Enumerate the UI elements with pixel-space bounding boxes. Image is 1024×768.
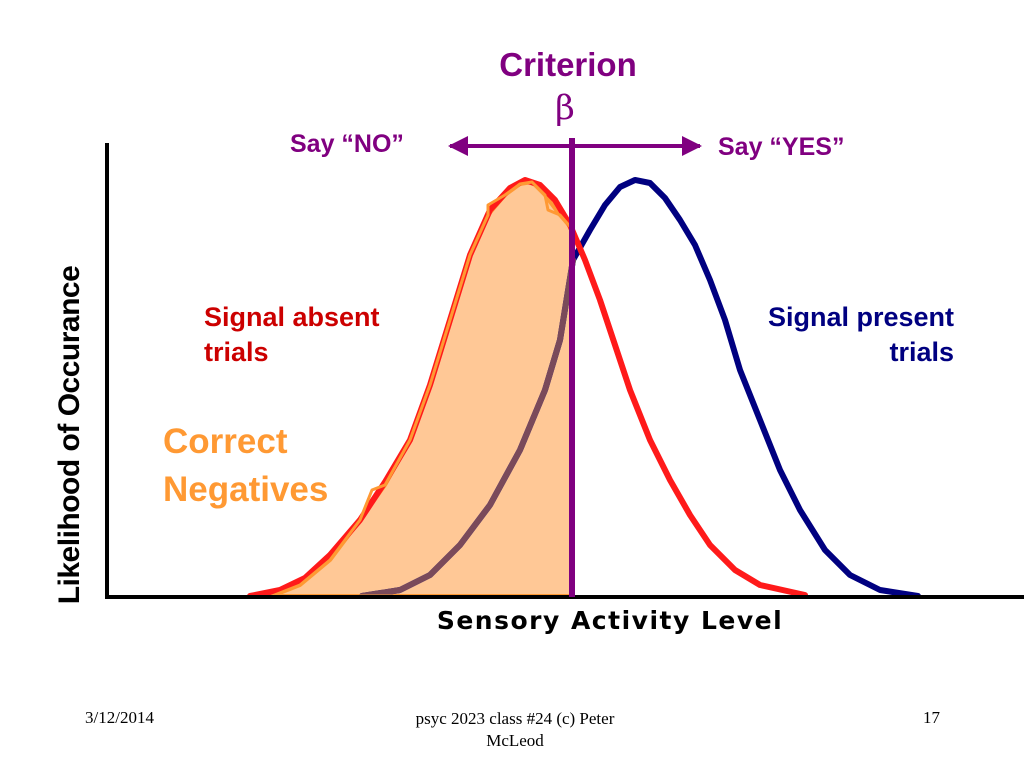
criterion-title: Criterion	[499, 46, 637, 83]
signal-absent-curve	[247, 177, 808, 599]
footer-credit-line1: psyc 2023 class #24 (c) Peter	[415, 709, 615, 728]
footer-date: 3/12/2014	[85, 708, 154, 727]
correct-negatives-outline	[270, 180, 575, 598]
correct-negatives-region	[270, 180, 575, 598]
correct-negatives-label: Correct Negatives	[163, 418, 328, 514]
y-axis-label-text: Likelihood of Occurance	[53, 265, 86, 605]
footer-credit-line2: McLeod	[486, 731, 544, 750]
say-yes-label: Say “YES”	[718, 133, 845, 161]
say-no-label: Say “NO”	[290, 130, 404, 158]
correct-negatives-label-line2: Negatives	[163, 470, 329, 509]
signal-present-label-line1: Signal present	[767, 302, 954, 332]
footer-page-number: 17	[923, 708, 940, 727]
signal-absent-label: Signal absent trials	[204, 300, 380, 370]
signal-present-label-line2: trials	[889, 337, 954, 367]
footer-credit: psyc 2023 class #24 (c) Peter McLeod	[380, 708, 650, 752]
correct-negatives-label-line1: Correct	[163, 422, 288, 461]
criterion-symbol: β	[555, 88, 575, 128]
signal-present-label: Signal present trials	[700, 300, 954, 370]
signal-present-overlap-segment	[359, 257, 576, 599]
signal-absent-label-line1: Signal absent	[204, 302, 380, 332]
x-axis-label: Sensory Activity Level	[436, 606, 784, 635]
signal-absent-label-line2: trials	[204, 337, 269, 367]
